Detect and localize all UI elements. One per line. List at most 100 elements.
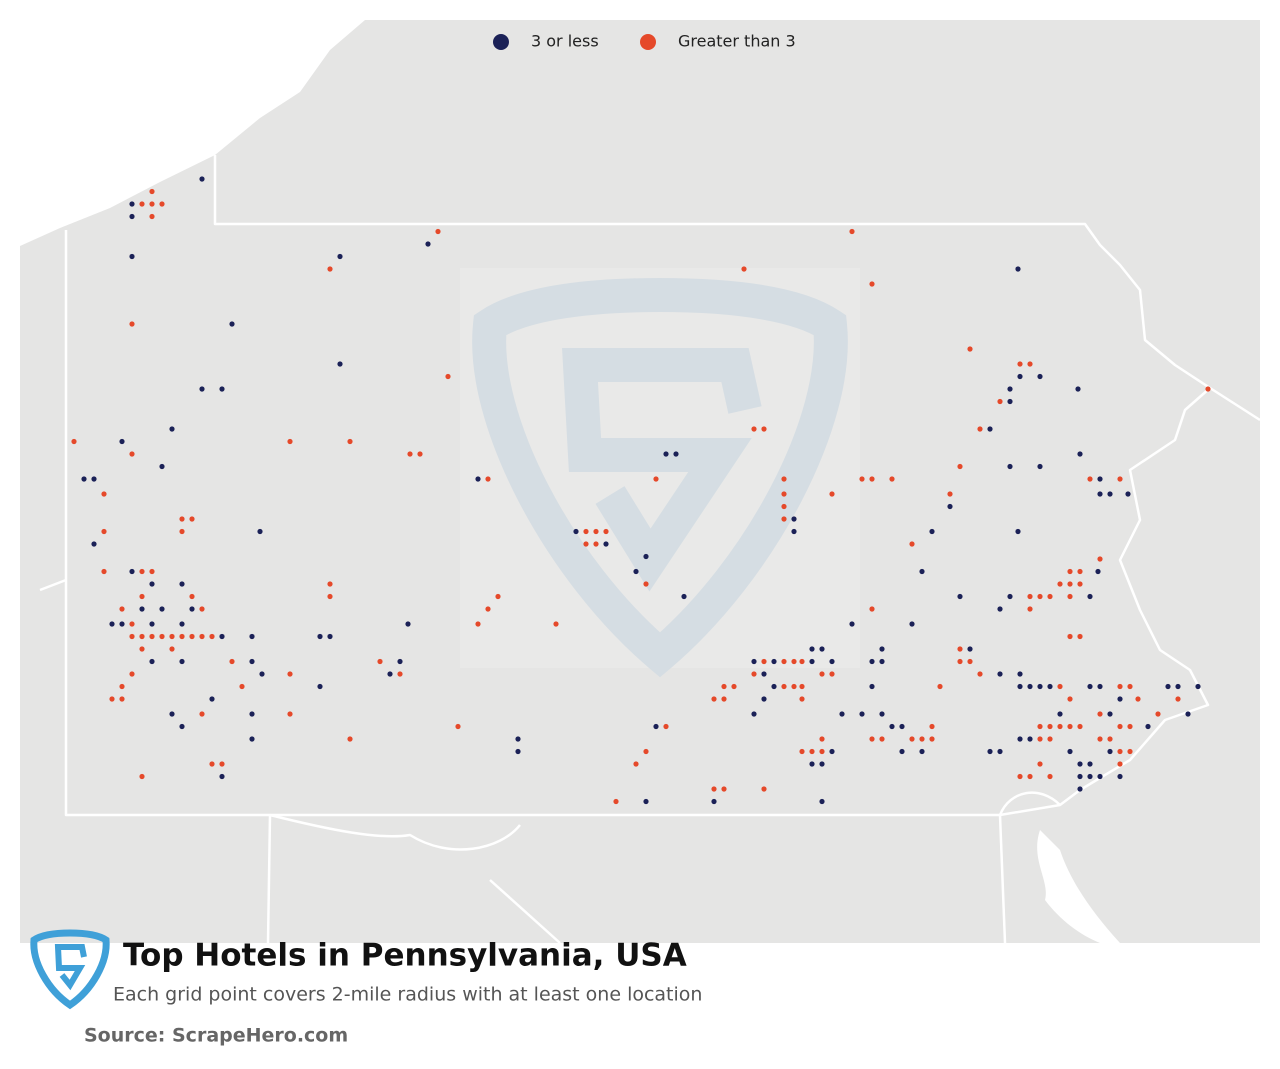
- grid-point: [771, 658, 777, 665]
- grid-point: [731, 683, 737, 690]
- grid-point: [1017, 671, 1023, 677]
- grid-point: [169, 711, 175, 717]
- grid-point: [889, 476, 895, 482]
- grid-point: [405, 621, 411, 627]
- grid-point: [869, 736, 875, 742]
- grid-point: [929, 723, 935, 730]
- grid-point: [397, 658, 403, 665]
- grid-point: [485, 476, 491, 482]
- grid-point: [967, 346, 973, 352]
- grid-point: [179, 581, 185, 587]
- grid-point: [859, 476, 865, 482]
- grid-point: [761, 786, 767, 792]
- grid-point: [721, 786, 727, 792]
- grid-point: [553, 621, 559, 627]
- grid-point: [119, 621, 125, 627]
- grid-point: [869, 476, 875, 482]
- grid-point: [791, 528, 797, 535]
- grid-point: [119, 696, 125, 702]
- grid-point: [1077, 761, 1083, 767]
- grid-point: [1017, 773, 1023, 780]
- grid-point: [791, 658, 797, 665]
- grid-point: [139, 773, 145, 780]
- grid-point: [139, 646, 145, 652]
- grid-point: [849, 621, 855, 627]
- grid-point: [929, 528, 935, 535]
- grid-point: [287, 671, 293, 677]
- grid-point: [139, 201, 145, 207]
- grid-point: [1195, 683, 1201, 690]
- grid-point: [997, 398, 1003, 405]
- grid-point: [1117, 696, 1123, 702]
- grid-point: [957, 658, 963, 665]
- grid-point: [869, 658, 875, 665]
- grid-point: [1067, 696, 1073, 702]
- grid-point: [751, 426, 757, 432]
- grid-point: [829, 748, 835, 755]
- grid-point: [327, 593, 333, 600]
- grid-point: [1077, 581, 1083, 587]
- grid-point: [1117, 773, 1123, 780]
- grid-point: [1127, 683, 1133, 690]
- legend-swatch: [640, 34, 656, 50]
- grid-point: [899, 748, 905, 755]
- grid-point: [229, 321, 235, 327]
- grid-point: [663, 451, 669, 457]
- grid-point: [1127, 723, 1133, 730]
- grid-point: [249, 658, 255, 665]
- grid-point: [1087, 476, 1093, 482]
- grid-point: [179, 516, 185, 522]
- grid-point: [515, 736, 521, 742]
- grid-point: [129, 321, 135, 327]
- grid-point: [819, 736, 825, 742]
- grid-point: [129, 621, 135, 627]
- grid-point: [761, 696, 767, 702]
- grid-point: [1067, 581, 1073, 587]
- grid-point: [1067, 633, 1073, 640]
- grid-point: [1067, 568, 1073, 575]
- grid-point: [859, 711, 865, 717]
- grid-point: [1097, 773, 1103, 780]
- grid-point: [819, 761, 825, 767]
- legend-swatch: [493, 34, 509, 50]
- grid-point: [819, 671, 825, 677]
- grid-point: [997, 671, 1003, 677]
- source: Source: ScrapeHero.com: [84, 1025, 348, 1047]
- grid-point: [1067, 748, 1073, 755]
- grid-point: [1107, 711, 1113, 717]
- watermark-letter: [562, 348, 762, 592]
- grid-point: [937, 683, 943, 690]
- grid-point: [819, 798, 825, 805]
- grid-point: [781, 658, 787, 665]
- grid-point: [101, 568, 107, 575]
- grid-point: [879, 658, 885, 665]
- grid-point: [397, 671, 403, 677]
- grid-point: [1087, 593, 1093, 600]
- grid-point: [1117, 761, 1123, 767]
- grid-point: [869, 281, 875, 287]
- grid-point: [435, 228, 441, 235]
- grid-point: [219, 386, 225, 392]
- grid-point: [997, 606, 1003, 612]
- grid-point: [1117, 683, 1123, 690]
- grid-point: [109, 696, 115, 702]
- grid-point: [633, 568, 639, 575]
- lake-erie: [20, 20, 365, 246]
- grid-point: [1185, 711, 1191, 717]
- grid-point: [71, 438, 77, 445]
- grid-point: [1117, 748, 1123, 755]
- grid-point: [169, 646, 175, 652]
- grid-point: [1037, 373, 1043, 380]
- grid-point: [1165, 683, 1171, 690]
- grid-point: [1087, 761, 1093, 767]
- grid-point: [1077, 633, 1083, 640]
- grid-point: [91, 541, 97, 547]
- grid-point: [919, 748, 925, 755]
- grid-point: [909, 541, 915, 547]
- grid-point: [919, 568, 925, 575]
- neighbor-border: [39, 386, 1261, 944]
- legend-label: Greater than 3: [678, 32, 796, 51]
- grid-point: [869, 683, 875, 690]
- grid-point: [149, 201, 155, 207]
